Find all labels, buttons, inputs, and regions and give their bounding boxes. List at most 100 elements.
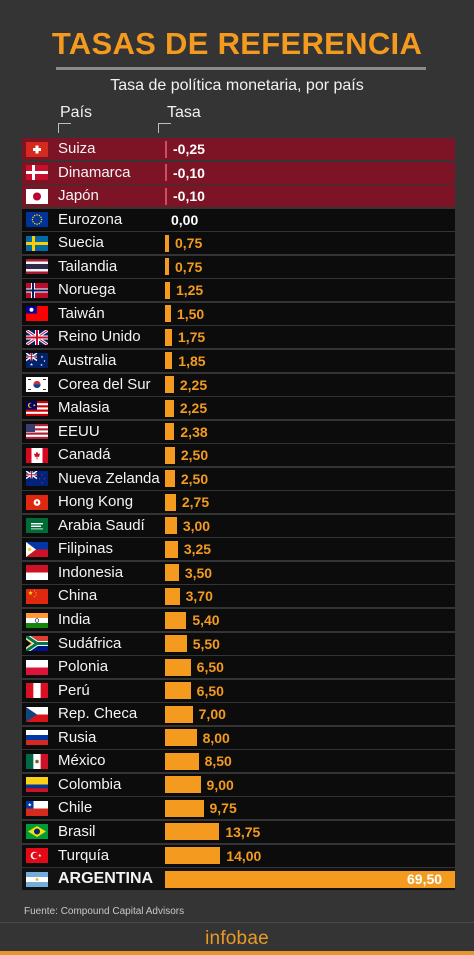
poland-flag-icon: [26, 659, 48, 675]
country-label: Suecia: [58, 234, 104, 252]
data-label: 8,00: [202, 729, 230, 746]
mexico-flag-icon: [26, 753, 48, 769]
thailand-flag-icon: [26, 259, 48, 275]
chart-row: [22, 326, 455, 349]
data-label: 2,38: [180, 423, 208, 440]
chart-row: [22, 185, 455, 208]
bar: [165, 823, 220, 841]
source-note: Fuente: Compound Capital Advisors: [24, 906, 185, 917]
chart-row: [22, 679, 455, 702]
bar: [165, 752, 199, 770]
bar: [165, 328, 172, 346]
data-label: 3,50: [184, 564, 213, 581]
chart-row: [22, 161, 455, 184]
chart-row: [22, 656, 455, 679]
chart-row: [22, 773, 455, 796]
data-label: 8,50: [204, 753, 232, 770]
bar: [165, 611, 187, 629]
russia-flag-icon: [26, 730, 48, 746]
country-label: Arabia Saudí: [58, 516, 145, 534]
country-label: Japón: [58, 187, 99, 205]
bar: [165, 258, 169, 276]
bar: [165, 187, 167, 205]
data-label: -0,10: [173, 188, 205, 205]
country-label: Hong Kong: [58, 493, 134, 511]
country-label: EEUU: [58, 422, 100, 440]
bar: [165, 847, 221, 864]
saudi-arabia-flag-icon: [26, 518, 48, 534]
data-label: 9,00: [206, 776, 234, 793]
chart-row: [22, 279, 455, 302]
bar: [165, 470, 175, 488]
bar: [165, 281, 170, 299]
indonesia-flag-icon: [26, 565, 48, 581]
data-label: 0,75: [175, 235, 203, 252]
bar: [165, 305, 171, 323]
turkey-flag-icon: [26, 848, 48, 863]
chart-row: [22, 302, 455, 325]
bar: [165, 587, 180, 605]
argentina-flag-icon: [26, 871, 48, 887]
country-label: Suiza: [58, 140, 96, 157]
bar: [165, 493, 176, 511]
country-label: México: [58, 752, 106, 770]
country-label: Turquía: [58, 846, 110, 864]
japan-flag-icon: [26, 188, 48, 204]
czechia-flag-icon: [26, 706, 48, 722]
chile-flag-icon: [26, 800, 48, 816]
country-label: China: [58, 587, 98, 605]
country-label: Chile: [58, 799, 93, 817]
chart-title: TASAS DE REFERENCIA: [51, 26, 423, 61]
chart-row: [22, 232, 455, 255]
country-label: Australia: [58, 351, 117, 369]
country-label: Sudáfrica: [58, 634, 122, 652]
column-header-rate-marker: [158, 123, 171, 133]
chart-row: [22, 538, 455, 561]
bar: [165, 399, 174, 417]
bar: [165, 564, 179, 582]
chart-row: [22, 138, 455, 160]
chart-row: [22, 797, 455, 820]
chart-row: [22, 632, 455, 655]
data-label: 0,75: [175, 258, 203, 275]
chart-row: [22, 349, 455, 372]
data-label: 3,70: [185, 588, 213, 605]
data-label: 2,50: [180, 470, 209, 487]
chart-row: [22, 844, 455, 867]
country-label: Corea del Sur: [58, 375, 151, 393]
bar: [165, 140, 167, 158]
data-label: 5,40: [192, 612, 220, 628]
country-label: Noruega: [58, 281, 116, 299]
country-label: ARGENTINA: [58, 870, 154, 888]
chart-row: [22, 561, 455, 584]
bar: [165, 234, 169, 252]
eu-flag-icon: [26, 212, 48, 228]
denmark-flag-icon: [26, 165, 48, 181]
country-label: Perú: [58, 681, 90, 699]
bar: [165, 352, 173, 370]
chart-subtitle: Tasa de política monetaria, por país: [110, 77, 364, 94]
country-label: Eurozona: [58, 210, 123, 228]
bar: [165, 776, 201, 794]
chart-row: [22, 750, 455, 773]
column-header-rate: Tasa: [167, 104, 201, 121]
country-label: Brasil: [58, 822, 96, 840]
country-label: Taiwán: [58, 304, 105, 322]
chart-row: [22, 726, 455, 749]
footer-stripe: [0, 951, 474, 955]
philippines-flag-icon: [26, 541, 48, 557]
country-label: India: [58, 611, 91, 628]
south-korea-flag-icon: [26, 377, 48, 392]
bar: [165, 682, 191, 700]
data-label: 13,75: [225, 823, 261, 840]
bar: [165, 446, 175, 464]
bar: [165, 517, 177, 535]
country-label: Dinamarca: [58, 163, 131, 181]
bar: [165, 729, 197, 747]
country-label: Malasia: [58, 399, 110, 417]
chart-row: [22, 703, 455, 726]
data-label: 69,50: [407, 871, 443, 888]
column-header-country: País: [60, 104, 93, 121]
uk-flag-icon: [26, 329, 48, 345]
